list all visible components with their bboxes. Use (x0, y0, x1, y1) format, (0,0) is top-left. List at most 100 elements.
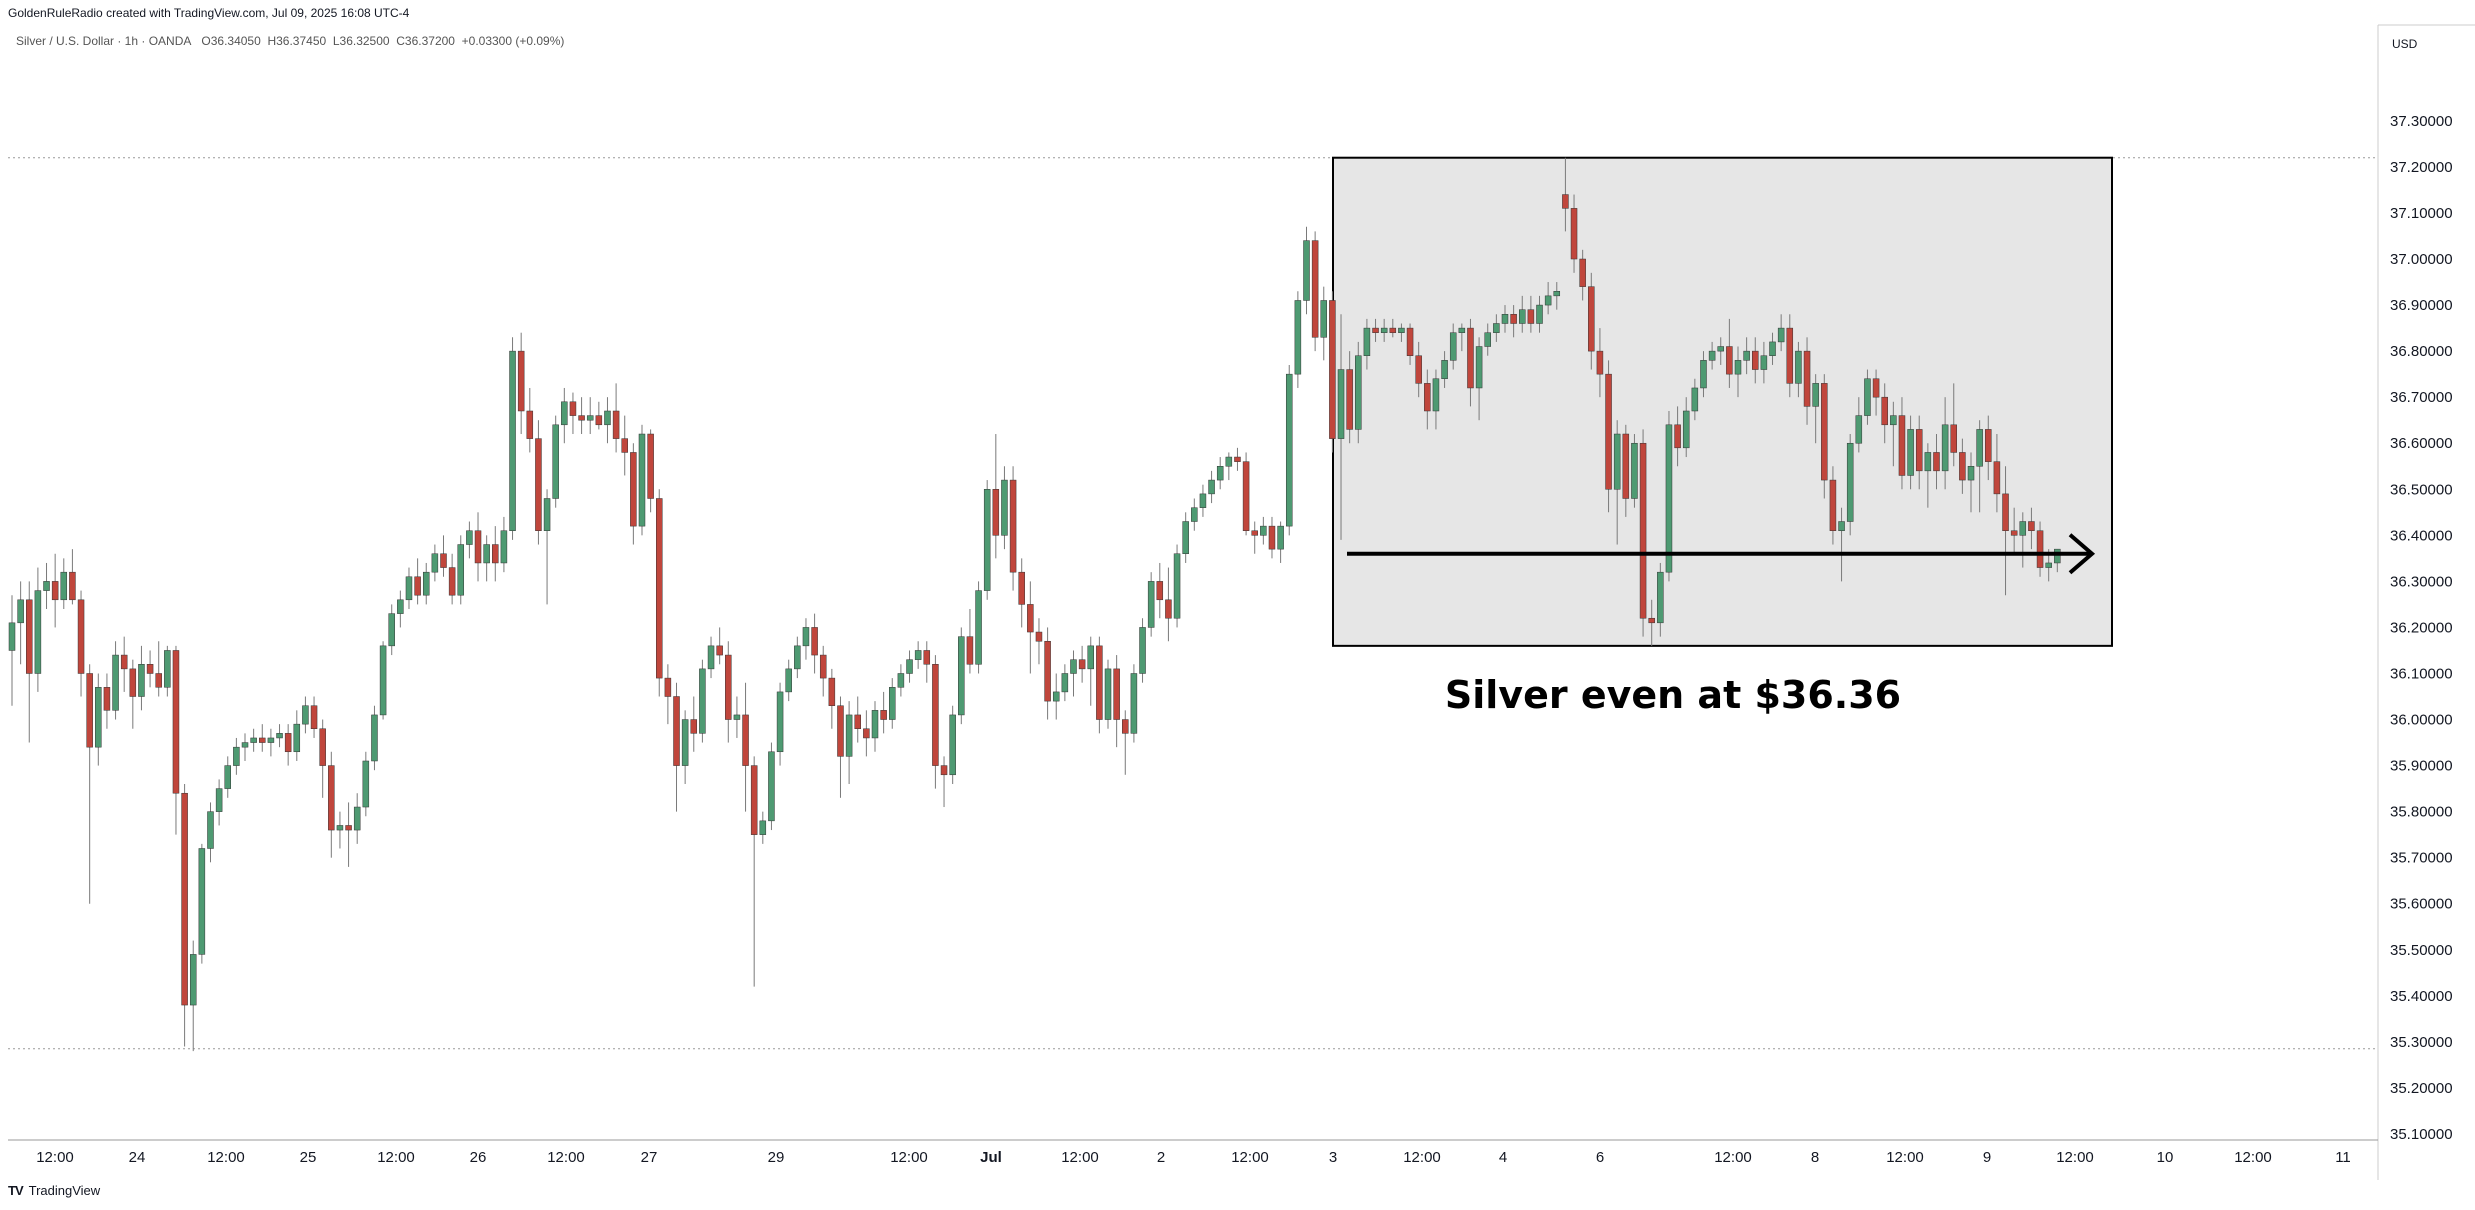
candle (371, 705, 378, 771)
candle-body (1355, 355, 1362, 430)
candle-body (1855, 415, 1863, 444)
time-tick-day: 2 (1157, 1149, 1165, 1166)
candle-body (759, 820, 767, 835)
candle (293, 710, 301, 761)
candle (1018, 558, 1025, 628)
candle-body (742, 714, 749, 766)
candle (1562, 157, 1569, 232)
candle-body (1096, 645, 1103, 720)
candle (34, 567, 42, 692)
candle-body (1199, 493, 1207, 508)
candle (2028, 507, 2035, 550)
price-tick-label: 36.80000 (2390, 343, 2453, 360)
candle (233, 737, 240, 775)
candle (1760, 341, 1768, 384)
candle-body (1104, 668, 1112, 720)
price-tick-label: 36.20000 (2390, 619, 2453, 636)
candle-body (362, 760, 370, 808)
candle-body (34, 590, 42, 674)
candle (207, 802, 214, 863)
candle-body (595, 415, 603, 426)
candle (1294, 291, 1302, 388)
candle (440, 535, 447, 577)
candle-body (776, 691, 784, 753)
currency-label: USD (2392, 37, 2418, 51)
candle (1415, 341, 1422, 398)
ohlc-change: +0.03300 (+0.09%) (461, 34, 565, 48)
annotation-text: Silver even at $36.36 (1445, 673, 1901, 717)
candle (1639, 429, 1647, 637)
candle-body (1846, 442, 1854, 522)
price-tick-label: 35.20000 (2390, 1080, 2453, 1097)
candle-body (1812, 383, 1819, 407)
candle-body (1363, 327, 1371, 356)
candle (215, 779, 223, 826)
candle (1795, 341, 1802, 398)
candle (1734, 346, 1742, 398)
candle-body (388, 613, 395, 647)
candle-body (1898, 415, 1906, 476)
candle-body (310, 705, 318, 729)
candle-body (328, 765, 335, 831)
candle-body (112, 654, 119, 711)
candle (1950, 383, 1957, 467)
candle (310, 696, 318, 738)
candle-body (1122, 719, 1129, 734)
price-tick-label: 36.00000 (2390, 712, 2453, 729)
candle-body (699, 668, 706, 734)
candle-body (586, 415, 594, 421)
price-chart[interactable]: Silver even at $36.36 USD 37.30000 37.200… (0, 0, 2475, 1180)
candle-body (725, 654, 732, 720)
candle-body (647, 433, 654, 499)
candle (319, 719, 326, 798)
candle (699, 659, 706, 743)
candle-body (526, 410, 534, 439)
candle-body (95, 687, 102, 748)
range-box[interactable] (1332, 156, 2113, 647)
candle-body (1216, 466, 1224, 481)
candle (1553, 282, 1561, 310)
candle-body (1018, 571, 1025, 605)
candle (759, 811, 767, 844)
candle (932, 655, 939, 789)
candle (1829, 466, 1837, 545)
candle (1001, 466, 1008, 550)
candle-body (1467, 327, 1474, 389)
candle-body (1588, 286, 1595, 352)
candle (353, 793, 361, 844)
candle-body (2019, 521, 2027, 536)
candle (526, 387, 534, 453)
chart-credit: GoldenRuleRadio created with TradingView… (8, 6, 410, 20)
candle-body (1976, 429, 1983, 467)
candle-body (198, 848, 206, 955)
symbol-legend: Silver / U.S. Dollar · 1h · OANDA O36.34… (16, 34, 564, 48)
candle (1527, 295, 1535, 333)
tradingview-logo[interactable]: TV TradingView (8, 1183, 100, 1198)
time-tick-day: 27 (641, 1149, 658, 1166)
candle-body (940, 765, 948, 776)
price-tick-label: 35.40000 (2390, 988, 2453, 1005)
candle-body (811, 627, 818, 656)
candle (241, 733, 249, 761)
candle-body (379, 645, 387, 716)
candle (543, 489, 551, 605)
candle-body (1052, 691, 1060, 702)
candle (1467, 318, 1474, 407)
candle-body (1734, 360, 1742, 375)
candle (1898, 397, 1906, 490)
candle (1967, 452, 1975, 513)
candle (51, 553, 59, 628)
time-axis[interactable]: 12:00 24 12:00 25 12:00 26 12:00 27 29 12:00 Jul 12… (36, 1149, 2351, 1166)
candle-body (1173, 553, 1181, 619)
candle (1803, 337, 1811, 425)
candle-body (966, 636, 974, 665)
candle (1959, 438, 1966, 494)
candle (586, 397, 594, 435)
price-axis[interactable]: 37.30000 37.20000 37.10000 37.00000 36.90000… (2390, 113, 2453, 1143)
candle (1346, 351, 1353, 444)
candle-body (1268, 525, 1276, 550)
candle-body (181, 792, 188, 1006)
candle (1260, 516, 1267, 545)
candle-body (43, 581, 50, 591)
candle-body (1743, 350, 1750, 361)
